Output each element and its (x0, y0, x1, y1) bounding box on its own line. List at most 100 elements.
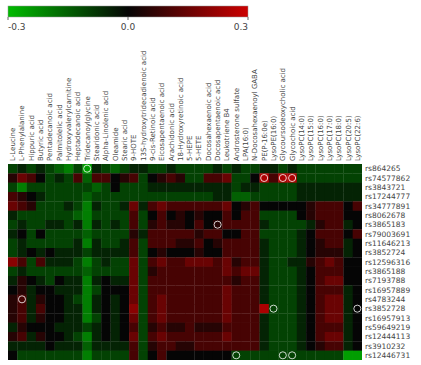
cell (176, 267, 186, 277)
significance-circle (289, 174, 296, 181)
cell (343, 257, 353, 267)
column-label: Glycochoic acid (289, 106, 297, 161)
cell (36, 173, 46, 183)
cell (120, 351, 130, 360)
cell (110, 267, 120, 277)
cell (36, 267, 46, 277)
cell (101, 248, 111, 258)
cell (287, 192, 297, 202)
cell (297, 229, 307, 239)
cell (315, 220, 325, 230)
cell (334, 183, 344, 193)
cell (64, 220, 74, 230)
cell (278, 295, 288, 305)
cell (306, 201, 316, 211)
cell (297, 267, 307, 277)
cell (194, 164, 204, 174)
cell (176, 201, 186, 211)
cell (213, 295, 223, 305)
cell (92, 173, 102, 183)
cell (260, 276, 270, 286)
cell (120, 164, 130, 174)
cell (204, 229, 214, 239)
cell (166, 164, 176, 174)
cell (8, 192, 18, 202)
cell (287, 248, 297, 258)
cell (36, 304, 46, 314)
cell (325, 313, 335, 323)
cell (306, 267, 316, 277)
cell (222, 267, 232, 277)
cell (204, 201, 214, 211)
cell (73, 304, 83, 314)
cell (157, 239, 167, 249)
cell (232, 239, 242, 249)
cell (120, 201, 130, 211)
column-label: LysoPC(20:5) (345, 115, 353, 161)
cell (213, 229, 223, 239)
cell (120, 285, 130, 295)
cell (343, 295, 353, 305)
cell (157, 313, 167, 323)
cell (138, 257, 148, 267)
cell (241, 211, 251, 221)
cell (27, 164, 37, 174)
cell (55, 276, 65, 286)
cell (250, 313, 260, 323)
cell (36, 164, 46, 174)
cell (17, 332, 27, 342)
cell (232, 285, 242, 295)
cell (297, 276, 307, 286)
cell (213, 248, 223, 258)
cell (213, 323, 223, 333)
cell (343, 173, 353, 183)
cell (73, 220, 83, 230)
cell (166, 285, 176, 295)
cell (176, 220, 186, 230)
cell (232, 257, 242, 267)
row-label: rs12444113 (365, 332, 410, 341)
cell (325, 173, 335, 183)
cell (45, 248, 55, 258)
cell (260, 341, 270, 351)
cell (83, 229, 93, 239)
cell (157, 248, 167, 258)
cell (17, 351, 27, 360)
cell (222, 276, 232, 286)
cell (17, 173, 27, 183)
cell (334, 276, 344, 286)
cell (222, 351, 232, 360)
cell (73, 201, 83, 211)
cell (269, 285, 279, 295)
column-label: Androsterone sulfate (233, 88, 241, 161)
cell (185, 313, 195, 323)
cell (36, 285, 46, 295)
row-label: rs8062678 (365, 211, 406, 220)
cell (343, 313, 353, 323)
cell (138, 183, 148, 193)
cell (148, 295, 158, 305)
cell (287, 173, 297, 183)
cell (278, 257, 288, 267)
cell (194, 341, 204, 351)
cell (250, 220, 260, 230)
cell (204, 239, 214, 249)
cell (92, 239, 102, 249)
cell (176, 304, 186, 314)
cell (17, 285, 27, 295)
cell (269, 220, 279, 230)
colorbar-tick (128, 17, 129, 20)
cell (17, 183, 27, 193)
cell (129, 351, 139, 360)
cell (166, 267, 176, 277)
cell (120, 229, 130, 239)
cell (120, 173, 130, 183)
cell (353, 257, 362, 267)
cell (185, 173, 195, 183)
cell (129, 323, 139, 333)
row-label: rs3865183 (365, 220, 406, 229)
cell (36, 248, 46, 258)
cell (148, 229, 158, 239)
cell (204, 341, 214, 351)
row-label: rs3852724 (365, 248, 406, 257)
